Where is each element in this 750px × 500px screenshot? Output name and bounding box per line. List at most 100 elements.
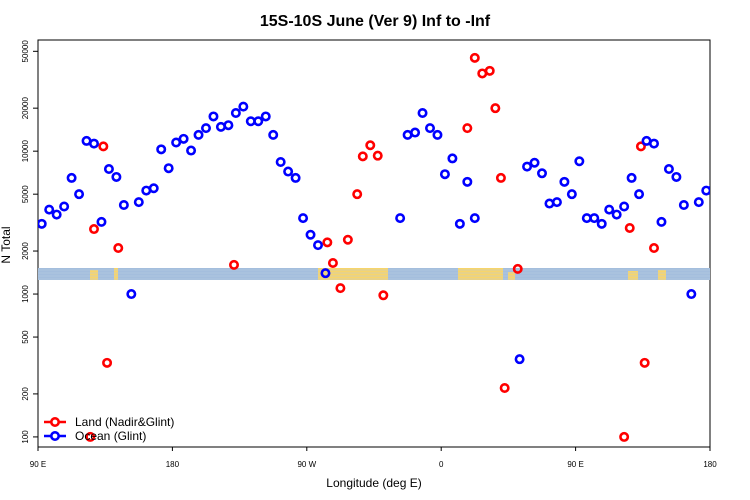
ocean-point bbox=[268, 129, 279, 140]
ocean-point bbox=[305, 229, 316, 240]
ocean-point bbox=[551, 197, 562, 208]
land-point bbox=[635, 141, 646, 152]
land-point bbox=[639, 357, 650, 368]
ocean-point bbox=[604, 204, 615, 215]
land-point bbox=[98, 141, 109, 152]
ocean-point bbox=[589, 213, 600, 224]
legend: Land (Nadir&Glint)Ocean (Glint) bbox=[44, 415, 174, 443]
land-point bbox=[85, 431, 96, 442]
ocean-point bbox=[163, 163, 174, 174]
ocean-point bbox=[208, 111, 219, 122]
ocean-point bbox=[469, 213, 480, 224]
y-tick-label: 20000 bbox=[21, 96, 30, 119]
ocean-point bbox=[559, 176, 570, 187]
ocean-point bbox=[648, 138, 659, 149]
legend-marker bbox=[49, 430, 60, 441]
land-point bbox=[624, 222, 635, 233]
ocean-point bbox=[178, 133, 189, 144]
ocean-point bbox=[238, 101, 249, 112]
ocean-point bbox=[230, 108, 241, 119]
x-axis-label: Longitude (deg E) bbox=[326, 476, 421, 490]
ocean-point bbox=[275, 156, 286, 167]
y-axis: 100 200 500 1000 2000 5000 10000 20000 50000 bbox=[21, 40, 38, 444]
ocean-point bbox=[111, 171, 122, 182]
ocean-point bbox=[708, 184, 710, 192]
x-tick-label: 90 E bbox=[30, 460, 46, 469]
y-tick-label: 200 bbox=[21, 387, 30, 401]
ocean-point bbox=[574, 156, 585, 167]
ocean-point bbox=[424, 123, 435, 134]
ocean-point bbox=[38, 218, 47, 229]
land-point bbox=[462, 123, 473, 134]
ocean-point bbox=[462, 176, 473, 187]
x-tick-label: 90 E bbox=[567, 460, 583, 469]
ocean-point bbox=[96, 216, 107, 227]
ocean-point bbox=[186, 145, 197, 156]
land-point bbox=[495, 172, 506, 183]
land-point bbox=[322, 237, 333, 248]
land-point bbox=[469, 52, 480, 63]
land-point bbox=[378, 290, 389, 301]
ocean-point bbox=[439, 169, 450, 180]
ocean-point bbox=[51, 209, 62, 220]
ocean-point bbox=[514, 354, 525, 365]
ocean-point bbox=[298, 213, 309, 224]
ocean-point bbox=[283, 166, 294, 177]
ocean-point bbox=[171, 137, 182, 148]
y-tick-label: 100 bbox=[21, 430, 30, 444]
ocean-point bbox=[193, 129, 204, 140]
ocean-point bbox=[671, 171, 682, 182]
ocean-point bbox=[103, 164, 114, 175]
land-point bbox=[490, 103, 501, 114]
ocean-point bbox=[290, 172, 301, 183]
map-land-patch bbox=[114, 268, 118, 280]
land-point bbox=[335, 283, 346, 294]
x-tick-label: 180 bbox=[703, 460, 717, 469]
ocean-point bbox=[663, 164, 674, 175]
ocean-point bbox=[118, 200, 129, 211]
ocean-point bbox=[693, 197, 704, 208]
ocean-point bbox=[417, 108, 428, 119]
y-tick-label: 5000 bbox=[21, 185, 30, 203]
ocean-point bbox=[133, 197, 144, 208]
ocean-point bbox=[253, 116, 264, 127]
ocean-point bbox=[312, 240, 323, 251]
map-land-patch bbox=[628, 271, 638, 280]
ocean-point bbox=[66, 172, 77, 183]
y-tick-label: 2000 bbox=[21, 242, 30, 260]
map-land-patch bbox=[90, 270, 98, 280]
ocean-point bbox=[634, 189, 645, 200]
land-point bbox=[357, 151, 368, 162]
ocean-point bbox=[89, 138, 100, 149]
ocean-point bbox=[536, 168, 547, 179]
ocean-point bbox=[201, 123, 212, 134]
land-point bbox=[648, 243, 659, 254]
ocean-point bbox=[410, 127, 421, 138]
ocean-point bbox=[686, 289, 697, 300]
land-point bbox=[229, 259, 240, 270]
ocean-point bbox=[432, 129, 443, 140]
ocean-point bbox=[156, 144, 167, 155]
land-point bbox=[352, 189, 363, 200]
land-point bbox=[327, 257, 338, 268]
ocean-point bbox=[320, 268, 331, 279]
land-point bbox=[484, 65, 495, 76]
y-tick-label: 500 bbox=[21, 330, 30, 344]
land-point bbox=[113, 243, 124, 254]
ocean-point bbox=[59, 201, 70, 212]
ocean-point bbox=[454, 218, 465, 229]
map-land-patch bbox=[318, 268, 388, 280]
ocean-point bbox=[260, 111, 271, 122]
land-point bbox=[499, 382, 510, 393]
ocean-point bbox=[596, 218, 607, 229]
y-axis-label: N Total bbox=[0, 226, 13, 263]
map-land-patch bbox=[458, 268, 503, 280]
ocean-point bbox=[619, 201, 630, 212]
plot-frame bbox=[37, 39, 711, 448]
legend-label: Ocean (Glint) bbox=[75, 429, 146, 443]
ocean-point bbox=[529, 157, 540, 168]
ocean-point bbox=[626, 172, 637, 183]
ocean-point bbox=[223, 120, 234, 131]
y-tick-label: 10000 bbox=[21, 140, 30, 163]
ocean-point bbox=[447, 153, 458, 164]
